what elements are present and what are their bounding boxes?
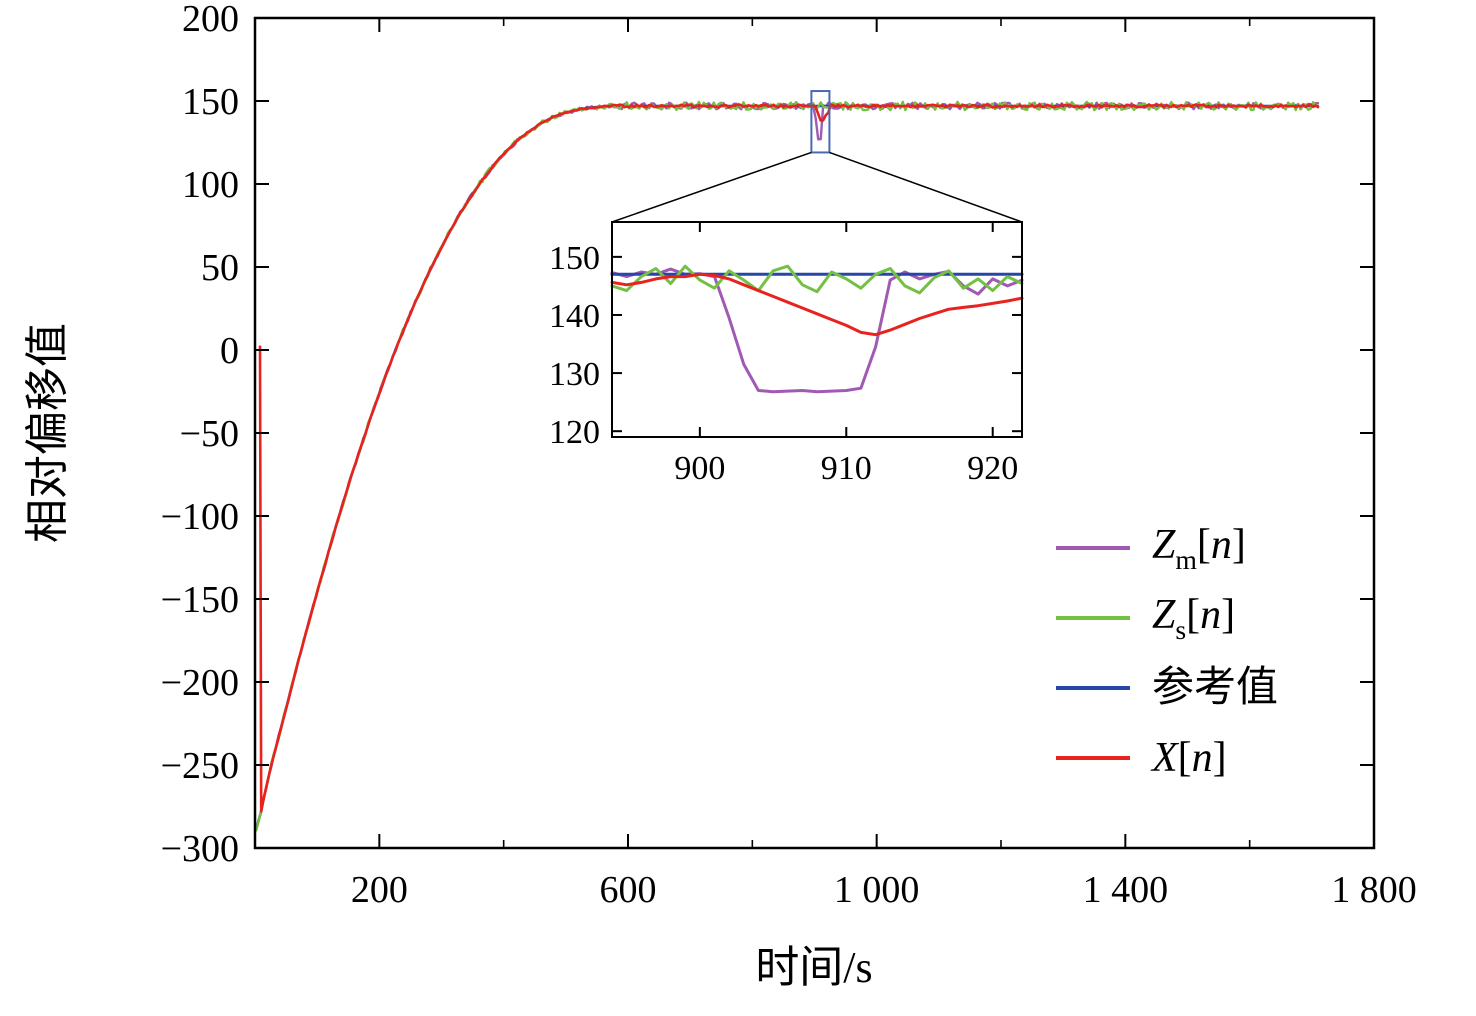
main-series-group <box>255 100 1320 832</box>
y-tick-label: 0 <box>220 330 239 372</box>
inset-y-tick-label: 150 <box>549 240 600 277</box>
legend-label-zs: Zs[n] <box>1152 591 1236 646</box>
x-axis-title: 时间/s <box>755 943 872 992</box>
zoom-connector-left <box>611 151 812 223</box>
legend-swatch-ref <box>1056 686 1130 690</box>
y-tick-label: 150 <box>182 81 239 123</box>
legend-swatch-zs <box>1056 616 1130 620</box>
zoom-region-group <box>611 90 1023 223</box>
zoom-connector-right <box>829 151 1023 223</box>
y-tick-label: −50 <box>180 413 239 455</box>
inset-x-tick-label: 920 <box>967 450 1018 487</box>
inset-frame <box>611 221 1023 438</box>
inset-series-line-zs <box>610 264 1024 295</box>
x-tick-label: 1 400 <box>1083 869 1169 911</box>
legend: Zm[n] Zs[n] 参考值 X[n] <box>1056 522 1278 784</box>
series-line-x <box>258 103 1320 813</box>
y-tick-label: −250 <box>161 745 239 787</box>
legend-label-zm: Zm[n] <box>1152 521 1246 576</box>
x-tick-label: 1 000 <box>834 869 920 911</box>
x-tick-label: 200 <box>351 869 408 911</box>
inset-y-tick-label: 140 <box>549 298 600 335</box>
inset-x-tick-label: 910 <box>821 450 872 487</box>
y-tick-label: −100 <box>161 496 239 538</box>
legend-label-x: X[n] <box>1152 735 1227 781</box>
legend-item-ref: 参考值 <box>1056 662 1278 714</box>
x-tick-label: 600 <box>600 869 657 911</box>
legend-label-ref: 参考值 <box>1152 665 1279 711</box>
inset-background <box>612 222 1022 437</box>
legend-item-zm: Zm[n] <box>1056 522 1278 574</box>
y-axis-title: 相对偏移值 <box>23 323 72 543</box>
y-tick-label: 100 <box>182 164 239 206</box>
y-tick-label: −200 <box>161 662 239 704</box>
y-tick-label: −150 <box>161 579 239 621</box>
legend-item-zs: Zs[n] <box>1056 592 1278 644</box>
x-tick-label: 1 800 <box>1331 869 1417 911</box>
y-tick-label: −300 <box>161 828 239 870</box>
inset-y-tick-label: 130 <box>549 356 600 393</box>
y-tick-label: 50 <box>201 247 239 289</box>
inset-plot-group: 900 910 920 120 130 140 150 <box>549 221 1024 487</box>
legend-swatch-x <box>1056 756 1130 760</box>
inset-series-line-x <box>610 272 1024 337</box>
y-tick-label: 200 <box>182 0 239 40</box>
main-ticks-group: 200 600 1 000 1 400 1 800 200 150 100 50 0 −50 −100… <box>161 0 1417 911</box>
inset-x-tick-label: 900 <box>674 450 725 487</box>
legend-item-x: X[n] <box>1056 732 1278 784</box>
inset-y-tick-label: 120 <box>549 414 600 451</box>
legend-swatch-zm <box>1056 546 1130 550</box>
zoom-region-rect <box>810 90 831 154</box>
